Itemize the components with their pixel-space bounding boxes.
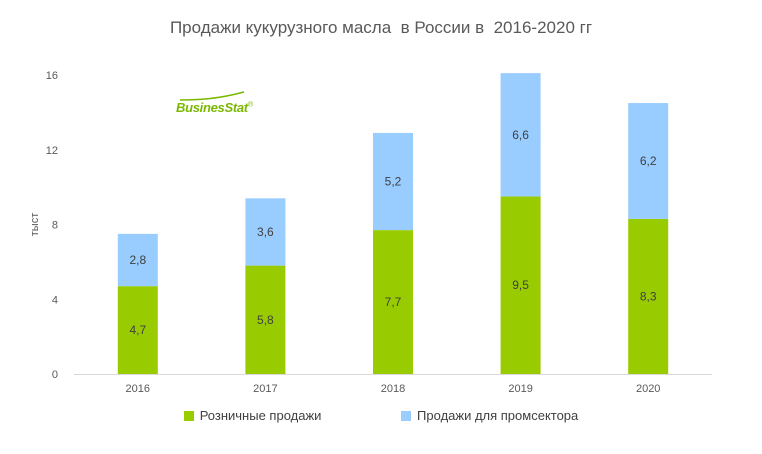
legend-item-industrial: Продажи для промсектора [401, 408, 578, 423]
data-label-retail-2018: 7,7 [385, 295, 402, 309]
businesstat-logo: BusinesStat® [176, 91, 253, 115]
y-tick-label: 12 [46, 145, 58, 157]
data-label-retail-2020: 8,3 [640, 289, 657, 303]
logo-text: BusinesStat [176, 100, 248, 115]
y-tick-label: 4 [52, 294, 58, 306]
legend-label-retail: Розничные продажи [199, 408, 322, 423]
y-tick-label: 8 [52, 220, 58, 232]
label-layer: 4,7 2,8 5,8 3,6 7,7 5,2 9,5 6,6 8,3 6,2 [129, 128, 656, 337]
bar-retail-2020 [628, 218, 669, 374]
data-label-industrial-2020: 6,2 [640, 154, 657, 168]
bar-retail-2017 [245, 265, 286, 374]
data-label-retail-2017: 5,8 [257, 313, 274, 327]
legend-swatch-industrial [401, 410, 412, 421]
data-label-industrial-2016: 2,8 [129, 253, 146, 267]
data-label-retail-2016: 4,7 [129, 323, 146, 337]
logo-wave-icon [179, 91, 245, 101]
logo-registered-mark: ® [247, 101, 253, 109]
y-axis-label: тыст [29, 213, 41, 236]
data-label-industrial-2018: 5,2 [385, 175, 402, 189]
legend-swatch-retail [183, 410, 194, 421]
x-tick-label: 2016 [126, 383, 150, 395]
y-tick-label: 16 [46, 70, 58, 82]
axis-layer: 0 4 8 12 16 тыст 2016 2017 2018 2019 2020 [29, 70, 712, 395]
bar-retail-2016 [117, 286, 158, 374]
bar-industrial-2018 [373, 132, 413, 231]
bar-layer [117, 73, 669, 374]
bar-industrial-2016 [117, 233, 158, 287]
bar-retail-2019 [500, 196, 541, 374]
chart-title: Продажи кукурузного масла в России в 201… [169, 18, 593, 37]
data-label-industrial-2019: 6,6 [512, 128, 529, 142]
x-tick-label: 2019 [508, 383, 532, 395]
bar-industrial-2019 [500, 73, 541, 197]
x-tick-label: 2018 [381, 383, 405, 395]
bar-industrial-2020 [628, 103, 669, 219]
bar-retail-2018 [373, 230, 413, 374]
y-tick-label: 0 [52, 369, 58, 381]
bar-industrial-2017 [245, 198, 286, 266]
data-label-retail-2019: 9,5 [512, 278, 529, 292]
x-tick-label: 2017 [253, 383, 277, 395]
legend-label-industrial: Продажи для промсектора [417, 408, 579, 423]
legend-item-retail: Розничные продажи [183, 408, 322, 423]
legend: Розничные продажи Продажи для промсектор… [0, 408, 762, 424]
x-tick-label: 2020 [636, 383, 660, 395]
data-label-industrial-2017: 3,6 [257, 225, 274, 239]
